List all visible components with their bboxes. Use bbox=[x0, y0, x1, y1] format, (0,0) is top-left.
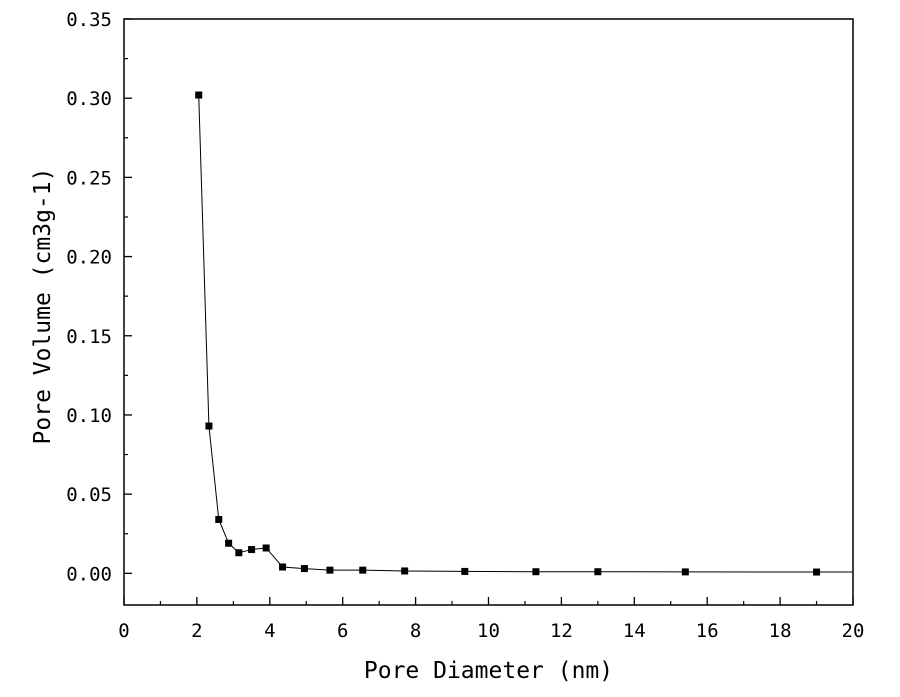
x-tick-label: 14 bbox=[623, 620, 646, 642]
data-point bbox=[681, 568, 689, 576]
x-tick-label: 16 bbox=[696, 620, 719, 642]
series-line bbox=[198, 95, 853, 573]
y-tick-label: 0.25 bbox=[66, 167, 112, 189]
y-tick-label: 0.20 bbox=[66, 247, 112, 269]
x-axis-label: Pore Diameter (nm) bbox=[364, 658, 613, 684]
x-tick-label: 2 bbox=[191, 620, 202, 642]
data-point bbox=[326, 566, 334, 574]
y-axis-label: Pore Volume (cm3g-1) bbox=[30, 168, 56, 445]
y-tick-label: 0.10 bbox=[66, 405, 112, 427]
data-point bbox=[300, 565, 308, 573]
x-tick-label: 6 bbox=[337, 620, 348, 642]
y-tick-label: 0.00 bbox=[66, 563, 112, 585]
plot-frame bbox=[123, 18, 854, 606]
data-point bbox=[215, 515, 223, 523]
data-point bbox=[279, 563, 287, 571]
data-point bbox=[195, 91, 203, 99]
x-tick-label: 10 bbox=[477, 620, 500, 642]
data-point bbox=[359, 566, 367, 574]
y-tick-label: 0.15 bbox=[66, 326, 112, 348]
x-tick-label: 18 bbox=[769, 620, 792, 642]
y-tick-label: 0.35 bbox=[66, 9, 112, 31]
x-tick-label: 12 bbox=[550, 620, 573, 642]
data-point bbox=[532, 568, 540, 576]
data-point bbox=[248, 546, 256, 554]
data-point bbox=[401, 567, 409, 575]
x-tick-label: 4 bbox=[264, 620, 275, 642]
data-point bbox=[205, 422, 213, 430]
x-tick-label: 20 bbox=[842, 620, 865, 642]
data-point bbox=[813, 568, 821, 576]
data-point bbox=[262, 544, 270, 552]
data-point bbox=[235, 549, 243, 557]
y-tick-label: 0.30 bbox=[66, 88, 112, 110]
data-point bbox=[225, 539, 233, 547]
y-tick-label: 0.05 bbox=[66, 484, 112, 506]
x-tick-label: 0 bbox=[118, 620, 129, 642]
data-series bbox=[195, 91, 853, 576]
x-tick-label: 8 bbox=[410, 620, 421, 642]
tick-labels: 0 2 4 6 8 10 12 14 16 18 20 0.00 0.05 0.10 0.15 0.20 0.2… bbox=[66, 9, 864, 642]
data-point bbox=[594, 568, 602, 576]
axis-ticks bbox=[123, 18, 854, 605]
data-point bbox=[461, 567, 469, 575]
